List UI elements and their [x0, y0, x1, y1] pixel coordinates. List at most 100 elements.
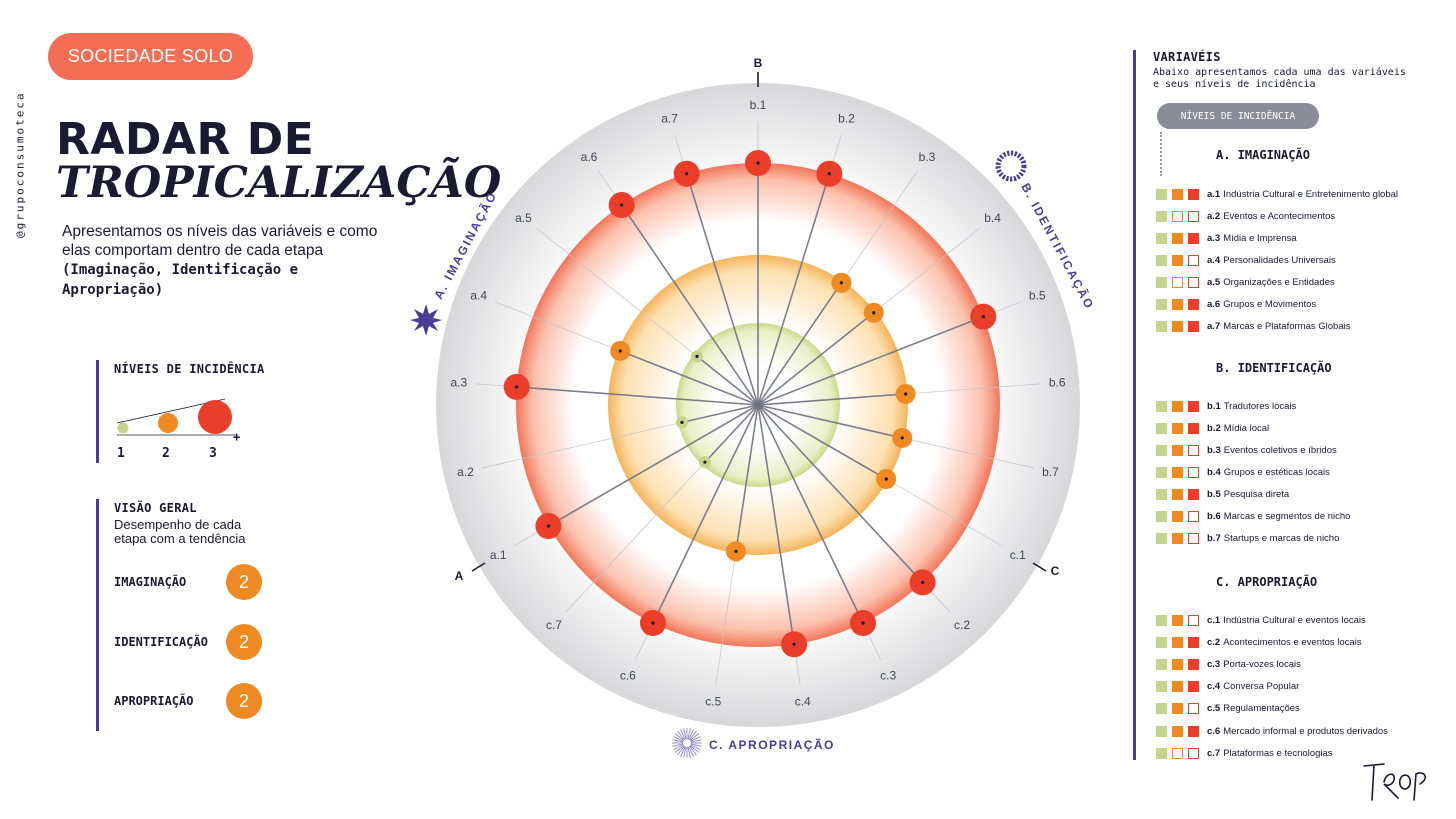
intro-stages: (Imaginação, Identificação e Apropriação…	[62, 262, 299, 298]
overview-title: VISÃO GERAL	[114, 501, 197, 515]
brand-pill: SOCIEDADE SOLO	[48, 33, 253, 80]
point-center-a6	[620, 203, 624, 207]
level1-square	[1156, 444, 1167, 456]
point-center-c6	[651, 621, 655, 625]
legend-level1-label: 1	[117, 446, 125, 461]
variable-row-a4: a.4 Personalidades Universais	[1156, 253, 1336, 267]
level2-square	[1172, 320, 1183, 332]
level1-square	[1156, 488, 1167, 500]
variable-row-a2: a.2 Eventos e Acontecimentos	[1156, 209, 1335, 223]
variable-label: Acontecimentos e eventos locais	[1223, 636, 1362, 648]
variable-code: c.4	[1207, 681, 1221, 693]
spoke-c2	[757, 404, 924, 583]
page-title-line2: TROPICALIZAÇÃO	[56, 158, 502, 208]
variables-subtitle: Abaixo apresentamos cada uma das variáve…	[1153, 67, 1406, 90]
level1-square	[1156, 532, 1167, 544]
level3-square	[1188, 614, 1199, 626]
point-center-b2	[827, 172, 831, 176]
level1-square	[1156, 725, 1167, 737]
imaginacao-star-icon	[410, 304, 442, 336]
variable-label: Eventos coletivos e íbridos	[1223, 444, 1337, 456]
variable-row-c2: c.2 Acontecimentos e eventos locais	[1156, 635, 1362, 649]
overview-score-identificacao: 2	[226, 624, 262, 660]
label-a2: a.2	[457, 465, 474, 479]
spoke-c1	[757, 404, 887, 480]
level3-square	[1188, 636, 1199, 648]
variable-label: Plataformas e tecnologias	[1223, 747, 1333, 759]
spoke-a7	[685, 173, 759, 406]
level3-square	[1188, 298, 1199, 310]
level1-square	[1156, 614, 1167, 626]
variable-label: Indústria Cultural e Entretenimento glob…	[1223, 188, 1399, 200]
variable-label: Personalidades Universais	[1223, 254, 1336, 266]
variable-code: a.1	[1207, 188, 1221, 200]
level3-square	[1188, 532, 1199, 544]
level2-square	[1172, 444, 1183, 456]
variable-code: c.1	[1207, 614, 1221, 626]
level2-square	[1172, 658, 1183, 670]
point-center-c4	[792, 642, 796, 646]
legend-level1-dot	[117, 422, 129, 434]
variable-code: b.3	[1207, 444, 1221, 456]
spoke-b7	[757, 404, 903, 439]
level1-square	[1156, 636, 1167, 648]
variables-panel: VARIAVÉIS Abaixo apresentamos cada uma d…	[1133, 50, 1433, 760]
variable-row-c3: c.3 Porta-vozes locais	[1156, 657, 1301, 671]
page-title-line1: RADAR DE	[56, 114, 315, 165]
level1-square	[1156, 188, 1167, 200]
level3-square	[1188, 254, 1199, 266]
variable-row-b1: b.1 Tradutores locais	[1156, 399, 1296, 413]
label-c4: c.4	[795, 695, 811, 709]
variables-title: VARIAVÉIS	[1153, 50, 1221, 64]
point-center-b1	[756, 161, 760, 165]
burst-ray	[674, 745, 685, 753]
label-a5: a.5	[515, 211, 532, 225]
overview-label-apropriacao: APROPRIAÇÃO	[114, 694, 194, 708]
axis-b-label: B	[754, 56, 763, 70]
variable-label: Indústria Cultural e eventos locais	[1223, 614, 1366, 626]
label-c3: c.3	[880, 668, 896, 682]
level3-square	[1188, 232, 1199, 244]
variable-label: Mídia local	[1223, 422, 1270, 434]
variable-code: b.7	[1207, 532, 1221, 544]
axis-a-tick	[471, 562, 486, 572]
level2-square	[1172, 188, 1183, 200]
level2-square	[1172, 298, 1183, 310]
level2-square	[1172, 276, 1183, 288]
label-c2: c.2	[954, 618, 970, 632]
variable-code: a.5	[1207, 276, 1221, 288]
burst-ray	[677, 730, 685, 741]
radar-spokes	[516, 163, 984, 645]
level1-square	[1156, 658, 1167, 670]
trop-signature	[1363, 763, 1427, 801]
label-b6: b.6	[1049, 376, 1066, 390]
burst-ray	[673, 744, 684, 750]
point-center-a5	[695, 354, 699, 358]
label-c6: c.6	[620, 668, 636, 682]
variable-code: b.6	[1207, 510, 1221, 522]
variable-label: Organizações e Entidades	[1223, 276, 1335, 288]
level3-square	[1188, 747, 1199, 759]
burst-ray	[690, 739, 702, 743]
level1-square	[1156, 276, 1167, 288]
legend-panel: NÍVEIS DE INCIDÊNCIA 1 2 3 +	[96, 360, 266, 463]
variable-row-c4: c.4 Conversa Popular	[1156, 680, 1299, 694]
overview-label-identificacao: IDENTIFICAÇÃO	[114, 635, 208, 649]
section-title: B. IDENTIFICAÇÃO	[1216, 361, 1332, 375]
level1-square	[1156, 298, 1167, 310]
level2-square	[1172, 466, 1183, 478]
variable-code: a.6	[1207, 298, 1221, 310]
variable-label: Startups e marcas de nicho	[1223, 532, 1340, 544]
label-b5: b.5	[1029, 288, 1046, 302]
spoke-c7	[704, 404, 759, 463]
spoke-b2	[757, 173, 831, 406]
point-center-a7	[685, 172, 689, 176]
variable-code: c.5	[1207, 703, 1221, 715]
point-center-a3	[515, 385, 519, 389]
spoke-a1	[548, 404, 759, 527]
variable-row-a5: a.5 Organizações e Entidades	[1156, 275, 1335, 289]
point-center-a4	[618, 349, 622, 353]
level3-square	[1188, 210, 1199, 222]
variable-row-b3: b.3 Eventos coletivos e íbridos	[1156, 443, 1337, 457]
